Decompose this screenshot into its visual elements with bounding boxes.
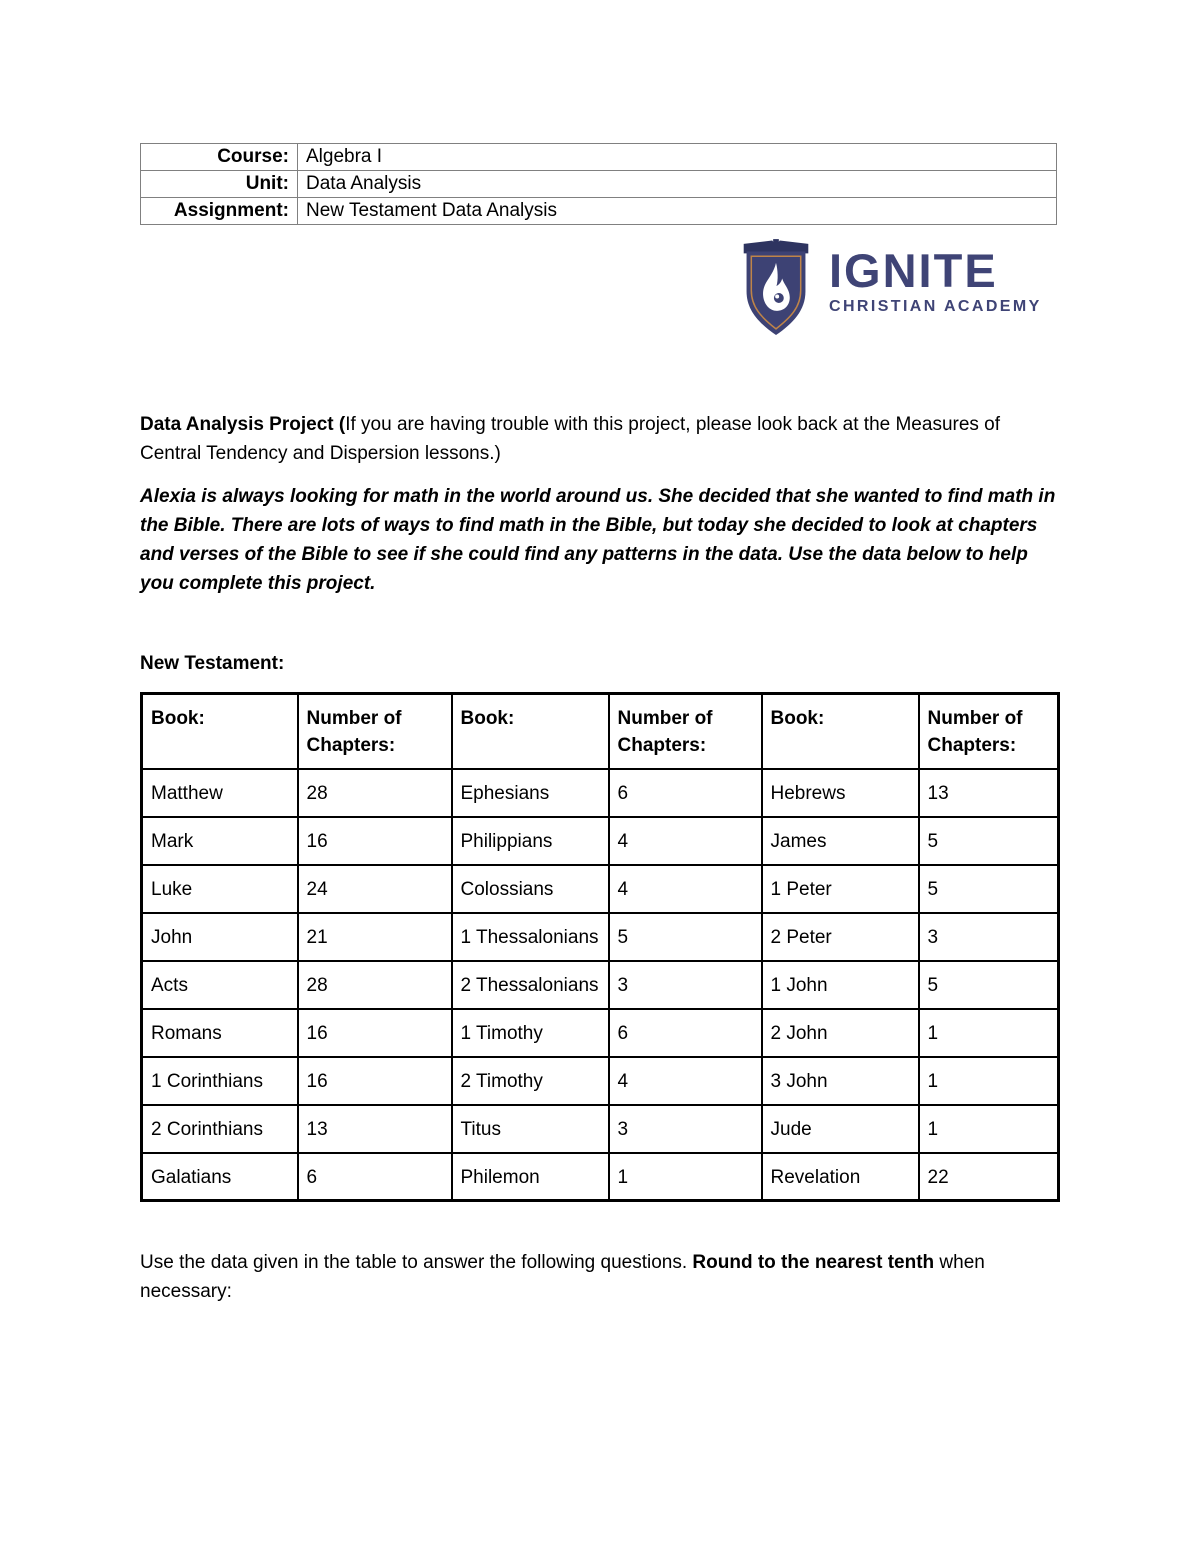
- chapters-cell: 1: [607, 1151, 763, 1202]
- book-cell: Ephesians: [450, 767, 610, 818]
- section-heading: New Testament:: [140, 653, 285, 674]
- book-cell: 2 Corinthians: [140, 1103, 299, 1154]
- intro-bold-lead: Data Analysis Project (: [140, 414, 346, 435]
- chapters-cell: 4: [607, 863, 763, 914]
- table-row: Assignment: New Testament Data Analysis: [140, 197, 1057, 225]
- chapters-cell: 3: [917, 911, 1060, 962]
- logo-subtitle: CHRISTIAN ACADEMY: [829, 298, 1042, 315]
- book-cell: 2 John: [760, 1007, 920, 1058]
- meta-value-unit: Data Analysis: [297, 170, 1057, 198]
- story-paragraph: Alexia is always looking for math in the…: [140, 486, 1056, 594]
- book-cell: 1 Thessalonians: [450, 911, 610, 962]
- book-cell: Colossians: [450, 863, 610, 914]
- chapters-cell: 4: [607, 1055, 763, 1106]
- column-header: Book:: [140, 692, 299, 770]
- nt-header-row: Book: Number of Chapters: Book: Number of C…: [140, 692, 1060, 770]
- chapters-cell: 21: [296, 911, 453, 962]
- table-row: Acts 28 2 Thessalonians 3 1 John 5: [140, 959, 1060, 1010]
- chapters-cell: 6: [607, 767, 763, 818]
- table-row: Galatians 6 Philemon 1 Revelation 22: [140, 1151, 1060, 1202]
- logo-text: IGNITE CHRISTIAN ACADEMY: [829, 239, 1042, 316]
- chapters-cell: 4: [607, 815, 763, 866]
- assignment-meta-table: Course: Algebra I Unit: Data Analysis As…: [140, 143, 1057, 225]
- table-row: Course: Algebra I: [140, 143, 1057, 171]
- chapters-cell: 16: [296, 1007, 453, 1058]
- book-cell: Hebrews: [760, 767, 920, 818]
- book-cell: 1 Peter: [760, 863, 920, 914]
- table-row: John 21 1 Thessalonians 5 2 Peter 3: [140, 911, 1060, 962]
- meta-label-course: Course:: [140, 143, 298, 171]
- ignite-shield-flame-icon: [743, 239, 809, 336]
- book-cell: James: [760, 815, 920, 866]
- book-cell: John: [140, 911, 299, 962]
- book-cell: 3 John: [760, 1055, 920, 1106]
- book-cell: 1 Corinthians: [140, 1055, 299, 1106]
- book-cell: 2 Timothy: [450, 1055, 610, 1106]
- ignite-logo: IGNITE CHRISTIAN ACADEMY: [738, 239, 1057, 336]
- book-cell: Revelation: [760, 1151, 920, 1202]
- chapters-cell: 5: [607, 911, 763, 962]
- chapters-cell: 3: [607, 1103, 763, 1154]
- book-cell: Jude: [760, 1103, 920, 1154]
- table-row: Romans 16 1 Timothy 6 2 John 1: [140, 1007, 1060, 1058]
- table-row: 1 Corinthians 16 2 Timothy 4 3 John 1: [140, 1055, 1060, 1106]
- chapters-cell: 16: [296, 815, 453, 866]
- meta-value-assignment: New Testament Data Analysis: [297, 197, 1057, 225]
- book-cell: Mark: [140, 815, 299, 866]
- table-row: Mark 16 Philippians 4 James 5: [140, 815, 1060, 866]
- closing-text-1: Use the data given in the table to answe…: [140, 1252, 693, 1273]
- book-cell: 2 Peter: [760, 911, 920, 962]
- closing-paragraph: Use the data given in the table to answe…: [140, 1248, 1057, 1306]
- chapters-cell: 6: [296, 1151, 453, 1202]
- closing-text-2: when necessary:: [140, 1252, 985, 1302]
- book-cell: 1 Timothy: [450, 1007, 610, 1058]
- chapters-cell: 28: [296, 767, 453, 818]
- column-header: Number of Chapters:: [917, 692, 1060, 770]
- chapters-cell: 1: [917, 1055, 1060, 1106]
- document-page: Course: Algebra I Unit: Data Analysis As…: [140, 0, 1060, 1306]
- column-header: Book:: [760, 692, 920, 770]
- book-cell: Luke: [140, 863, 299, 914]
- book-cell: Philemon: [450, 1151, 610, 1202]
- chapters-cell: 13: [296, 1103, 453, 1154]
- nt-table-body: Matthew 28 Ephesians 6 Hebrews 13 Mark 16 Philip…: [140, 767, 1060, 1202]
- book-cell: Galatians: [140, 1151, 299, 1202]
- table-row: Unit: Data Analysis: [140, 170, 1057, 198]
- chapters-cell: 5: [917, 815, 1060, 866]
- chapters-cell: 28: [296, 959, 453, 1010]
- book-cell: 1 John: [760, 959, 920, 1010]
- closing-bold: Round to the nearest tenth: [692, 1252, 935, 1273]
- chapters-cell: 1: [917, 1103, 1060, 1154]
- chapters-cell: 16: [296, 1055, 453, 1106]
- book-cell: Philippians: [450, 815, 610, 866]
- column-header: Book:: [450, 692, 610, 770]
- intro-rest: If you are having trouble with this proj…: [140, 414, 1001, 464]
- column-header: Number of Chapters:: [607, 692, 763, 770]
- chapters-cell: 5: [917, 863, 1060, 914]
- chapters-cell: 22: [917, 1151, 1060, 1202]
- chapters-cell: 6: [607, 1007, 763, 1058]
- book-cell: Matthew: [140, 767, 299, 818]
- chapters-cell: 5: [917, 959, 1060, 1010]
- book-cell: Romans: [140, 1007, 299, 1058]
- book-cell: Titus: [450, 1103, 610, 1154]
- logo-wordmark: IGNITE: [829, 244, 998, 297]
- table-row: Matthew 28 Ephesians 6 Hebrews 13: [140, 767, 1060, 818]
- book-cell: Acts: [140, 959, 299, 1010]
- table-row: 2 Corinthians 13 Titus 3 Jude 1: [140, 1103, 1060, 1154]
- column-header: Number of Chapters:: [296, 692, 453, 770]
- book-cell: 2 Thessalonians: [450, 959, 610, 1010]
- chapters-cell: 3: [607, 959, 763, 1010]
- chapters-cell: 1: [917, 1007, 1060, 1058]
- intro-paragraph: Data Analysis Project (If you are having…: [140, 410, 1057, 468]
- meta-value-course: Algebra I: [297, 143, 1057, 171]
- meta-label-assignment: Assignment:: [140, 197, 298, 225]
- table-row: Luke 24 Colossians 4 1 Peter 5: [140, 863, 1060, 914]
- chapters-cell: 13: [917, 767, 1060, 818]
- chapters-cell: 24: [296, 863, 453, 914]
- meta-label-unit: Unit:: [140, 170, 298, 198]
- new-testament-table: Book: Number of Chapters: Book: Number of C…: [140, 692, 1060, 1202]
